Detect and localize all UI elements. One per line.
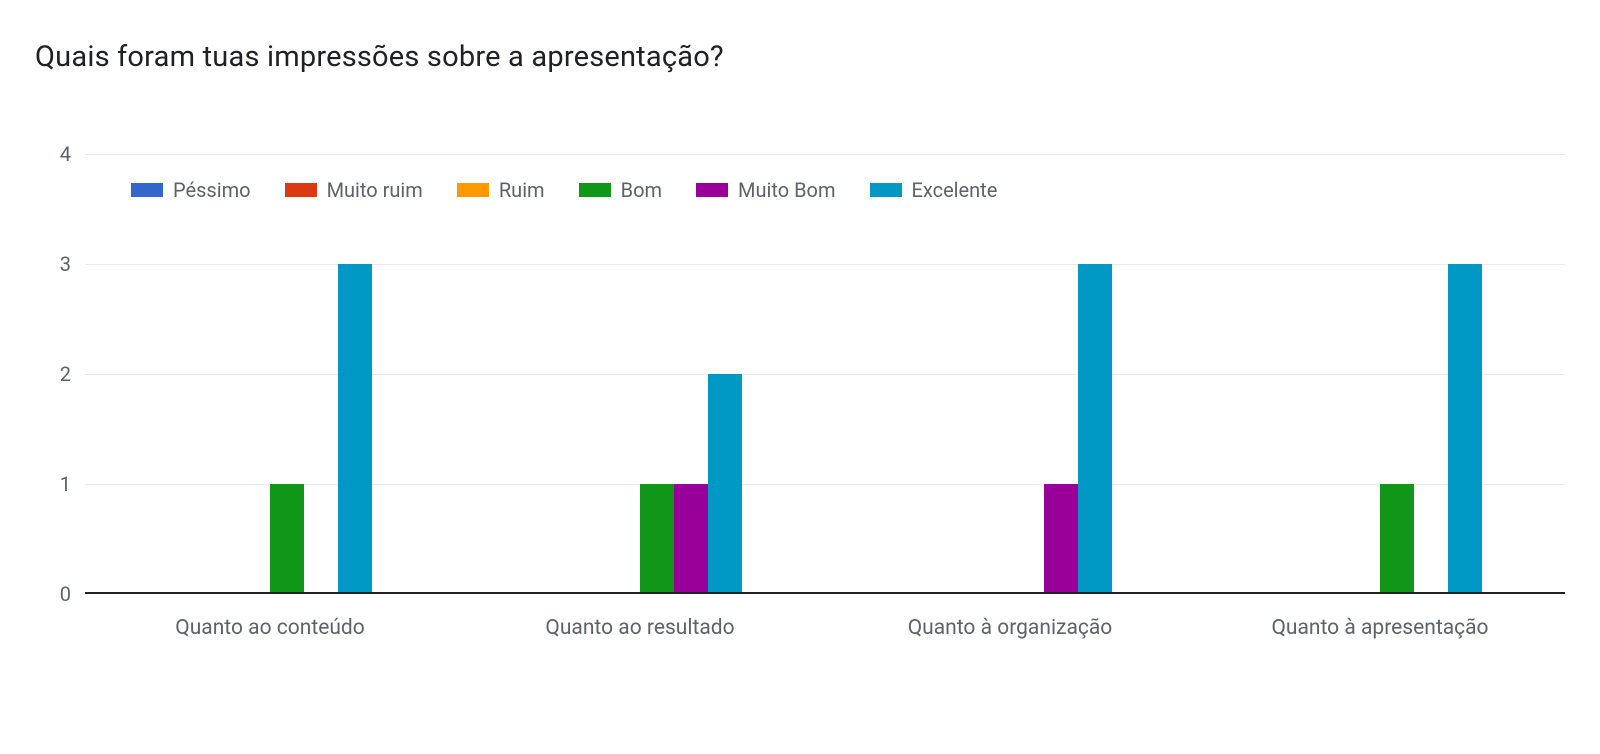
legend-item: Ruim: [457, 178, 545, 202]
legend-label: Bom: [621, 178, 662, 202]
legend-swatch: [457, 183, 489, 197]
bars-cluster: [1278, 154, 1482, 594]
legend-item: Bom: [579, 178, 662, 202]
plot-area: 01234 PéssimoMuito ruimRuimBomMuito BomE…: [85, 154, 1565, 594]
bar: [338, 264, 372, 594]
bars-cluster: [908, 154, 1112, 594]
x-axis-label: Quanto ao conteúdo: [85, 616, 455, 640]
legend: Péssimo Muito ruim Ruim Bom Muito Bom Excelen…: [123, 176, 1005, 204]
chart-title: Quais foram tuas impressões sobre a apre…: [35, 40, 1565, 74]
category-group: [825, 154, 1195, 594]
legend-swatch: [285, 183, 317, 197]
legend-swatch: [870, 183, 902, 197]
bars-cluster: [538, 154, 742, 594]
bar: [640, 484, 674, 594]
x-axis-label: Quanto à apresentação: [1195, 616, 1565, 640]
legend-label: Excelente: [912, 178, 998, 202]
category-group: [1195, 154, 1565, 594]
x-axis-label: Quanto à organização: [825, 616, 1195, 640]
bar: [674, 484, 708, 594]
bar: [1078, 264, 1112, 594]
legend-swatch: [696, 183, 728, 197]
bar: [1448, 264, 1482, 594]
legend-swatch: [579, 183, 611, 197]
bar: [1044, 484, 1078, 594]
legend-item: Péssimo: [131, 178, 251, 202]
x-axis-label: Quanto ao resultado: [455, 616, 825, 640]
y-tick-label: 0: [35, 582, 85, 606]
legend-item: Excelente: [870, 178, 998, 202]
bar: [1380, 484, 1414, 594]
legend-label: Muito ruim: [327, 178, 423, 202]
x-axis-baseline: [85, 592, 1565, 594]
legend-label: Péssimo: [173, 178, 251, 202]
bars-area: [85, 154, 1565, 594]
category-group: [455, 154, 825, 594]
legend-label: Ruim: [499, 178, 545, 202]
x-axis-labels: Quanto ao conteúdoQuanto ao resultadoQua…: [85, 616, 1565, 640]
y-axis: 01234: [35, 154, 85, 594]
bar: [270, 484, 304, 594]
chart-container: Quais foram tuas impressões sobre a apre…: [0, 0, 1600, 754]
legend-item: Muito ruim: [285, 178, 423, 202]
y-tick-label: 2: [35, 362, 85, 386]
legend-swatch: [131, 183, 163, 197]
bar: [708, 374, 742, 594]
legend-label: Muito Bom: [738, 178, 835, 202]
bars-cluster: [168, 154, 372, 594]
y-tick-label: 1: [35, 472, 85, 496]
y-tick-label: 3: [35, 252, 85, 276]
y-tick-label: 4: [35, 142, 85, 166]
category-group: [85, 154, 455, 594]
legend-item: Muito Bom: [696, 178, 835, 202]
